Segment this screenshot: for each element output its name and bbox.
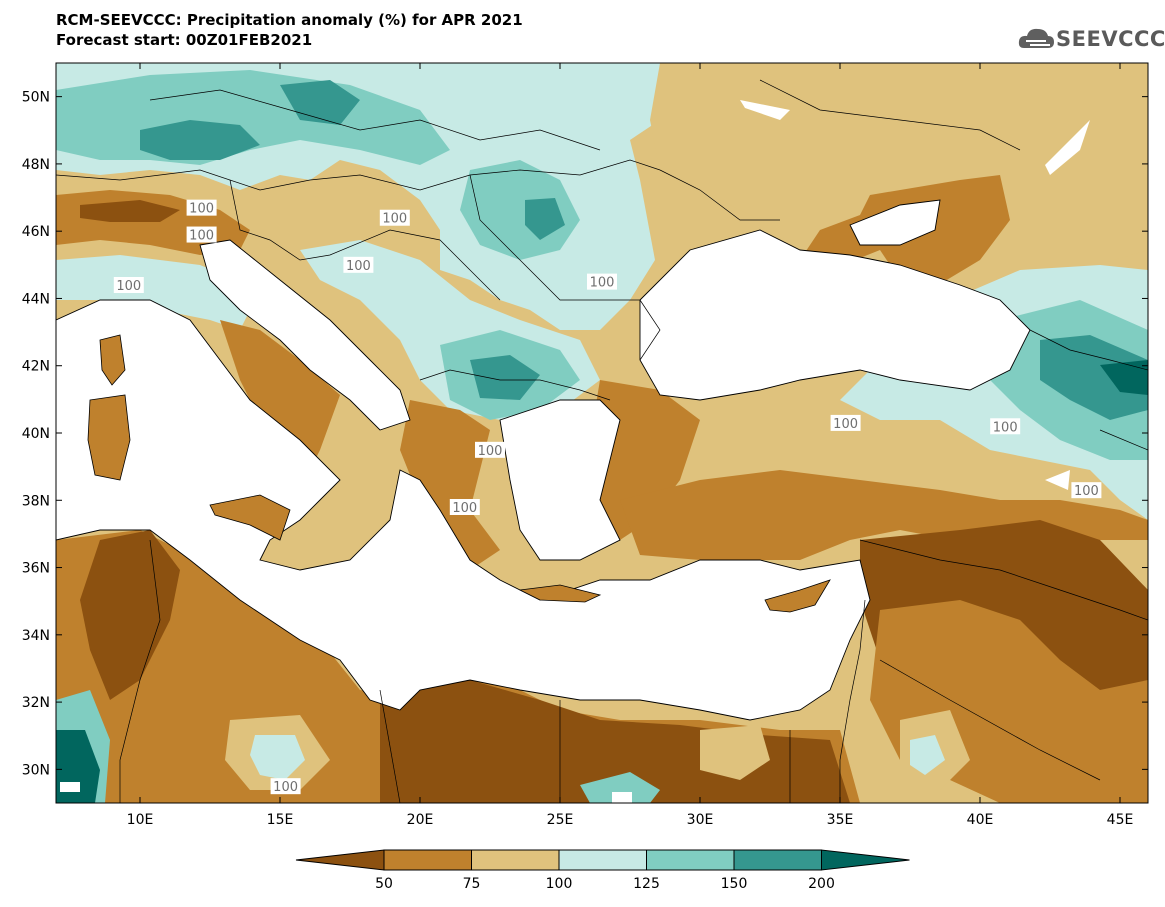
lon-tick-label: 20E [407,812,434,828]
island-crete [518,584,602,603]
contour-labels: 100 100 100 100 100 100 100 100 100 100 100 100 [113,199,1102,795]
lat-tick-label: 40N [22,426,50,442]
lat-tick-label: 38N [22,493,50,509]
sea-black [639,229,1031,401]
country-borders [56,79,1148,803]
very-dry-band-north-italy [80,200,180,222]
wet-core-alps [140,120,260,160]
colorbar-label: 50 [375,876,393,892]
contour-label-bg [186,226,217,243]
colorbar-label: 200 [808,876,835,892]
lon-tick-label: 30E [687,812,714,828]
wet-core-caucasus-darkest [1100,360,1148,395]
colorbar-bin [471,849,560,871]
missing-data-patch [1045,120,1090,175]
missing-data-patch [1045,470,1070,490]
sea-azov [849,199,941,246]
lat-tick-label: 30N [22,762,50,778]
wet-core-poland [280,80,360,125]
lon-tick-label: 15E [267,812,294,828]
wet-core-bulgaria [470,355,540,400]
neutral-patch-egypt [700,725,770,780]
contour-label-bg [1071,482,1102,499]
colorbar-bin [383,849,472,871]
longitude-axis: 10E 15E 20E 25E 30E 35E 40E 45E [127,63,1134,828]
dry-region-ukraine [650,63,1148,300]
contour-label-bg [113,277,144,293]
contour-label: 100 [116,279,141,294]
contour-label: 100 [478,444,503,459]
map-title: RCM-SEEVCCC: Precipitation anomaly (%) f… [56,11,523,29]
contour-label: 100 [993,420,1018,435]
missing-data-patch [60,782,80,792]
colorbar-label: 150 [721,876,748,892]
wet-core-hungary-dark [525,198,565,240]
contour-label: 100 [452,501,477,516]
colorbar: 50 75 100 125 150 200 [295,849,910,892]
wet-patch-jordan [910,735,945,775]
lon-tick-label: 35E [827,812,854,828]
map-field [56,63,1148,803]
colorbar-bin [646,849,735,871]
lat-tick-label: 34N [22,628,50,644]
sea-aegean [499,399,621,561]
missing-data-patch [740,100,790,120]
lat-tick-label: 46N [22,224,50,240]
lat-tick-label: 36N [22,561,50,577]
contour-label: 100 [382,212,407,227]
contour-label: 100 [273,780,298,795]
latitude-axis: 30N 32N 34N 36N 38N 40N 42N 44N 46N 48N 50N [22,90,1148,778]
lat-tick-label: 42N [22,359,50,375]
sea-areas [56,199,1031,721]
lat-tick-label: 32N [22,695,50,711]
contour-label-bg [830,414,861,431]
island-sicily [209,494,291,541]
lon-tick-label: 10E [127,812,154,828]
colorbar-bin [558,849,647,871]
lat-tick-label: 50N [22,90,50,106]
wet-core-hungary [460,160,580,260]
colorbar-bin [733,849,822,871]
lon-tick-label: 25E [547,812,574,828]
lat-tick-label: 44N [22,291,50,307]
contour-label: 100 [346,259,371,274]
colorbar-arrow-low [295,849,385,871]
dry-region-south-italy [220,320,340,490]
contour-label-bg [186,199,217,216]
contour-label: 100 [833,417,858,432]
sea-adriatic [199,239,411,431]
contour-label-bg [449,499,480,515]
very-dry-region-tunisia [80,530,180,700]
contour-label-bg [343,256,374,273]
contour-label-bg [587,273,617,290]
colorbar-label: 75 [463,876,481,892]
lon-tick-label: 40E [967,812,994,828]
contour-label-bg [475,441,505,458]
cloud-icon [1018,28,1054,48]
contour-label: 100 [590,276,615,291]
contour-label-bg [379,209,410,226]
sea-tyrrhenian-ionian [56,299,871,721]
island-cyprus [764,579,831,613]
contour-label: 100 [189,202,214,217]
missing-data-patch [612,792,632,803]
colorbar-label: 125 [633,876,660,892]
contour-label: 100 [1074,484,1099,499]
wet-core-caucasus-dark [1040,335,1148,420]
seevccc-logo-text: SEEVCCC [1056,27,1165,51]
lon-tick-label: 45E [1107,812,1134,828]
contour-label: 100 [189,229,214,244]
forecast-start-subtitle: Forecast start: 00Z01FEB2021 [56,31,313,49]
lat-tick-label: 48N [22,157,50,173]
colorbar-arrow-high [821,849,910,871]
island-corsica [99,334,126,386]
colorbar-label: 100 [546,876,573,892]
contour-label-bg [270,778,301,795]
island-sardinia [87,394,131,481]
wet-patch-egypt-west [580,772,660,803]
contour-label-bg [990,418,1021,435]
wet-patch-libya [250,735,305,780]
